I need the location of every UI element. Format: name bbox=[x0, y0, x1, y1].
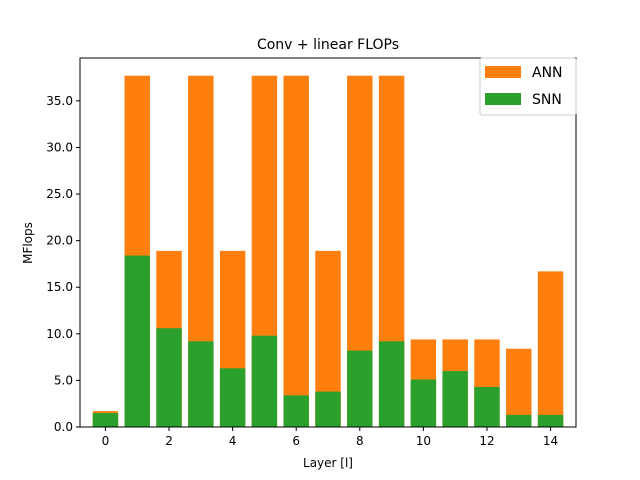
legend-label-snn: SNN bbox=[532, 92, 562, 108]
bar-ann-13 bbox=[506, 348, 532, 427]
legend-swatch-snn bbox=[485, 93, 521, 105]
bars bbox=[92, 75, 564, 428]
x-tick-label: 12 bbox=[479, 434, 494, 448]
bar-snn-5 bbox=[251, 335, 278, 427]
y-tick-label: 10.0 bbox=[46, 327, 73, 341]
y-tick-label: 35.0 bbox=[46, 94, 73, 108]
y-tick-label: 15.0 bbox=[46, 280, 73, 294]
x-tick-label: 4 bbox=[229, 434, 237, 448]
bar-snn-0 bbox=[92, 413, 119, 427]
bar-snn-4 bbox=[219, 368, 246, 427]
bar-snn-7 bbox=[315, 391, 341, 427]
y-axis-label: MFlops bbox=[21, 222, 35, 264]
bar-snn-11 bbox=[442, 371, 468, 427]
x-tick-label: 2 bbox=[165, 434, 173, 448]
x-axis-label: Layer [l] bbox=[303, 456, 353, 470]
bar-snn-2 bbox=[156, 328, 182, 427]
bar-snn-6 bbox=[283, 395, 309, 427]
chart-title: Conv + linear FLOPs bbox=[257, 37, 399, 53]
bar-ann-6 bbox=[283, 75, 309, 428]
bar-snn-13 bbox=[506, 414, 532, 427]
x-tick-label: 0 bbox=[102, 434, 110, 448]
legend-label-ann: ANN bbox=[532, 65, 563, 81]
bar-snn-1 bbox=[124, 255, 150, 427]
plot-frame bbox=[79, 57, 577, 428]
y-axis-ticks: 0.0 5.0 10.0 15.0 20.0 25.0 30.0 35.0 bbox=[46, 94, 80, 434]
bar-snn-14 bbox=[537, 414, 564, 427]
bar-snn-3 bbox=[188, 341, 214, 427]
bar-snn-12 bbox=[474, 386, 500, 427]
bar-ann-14 bbox=[537, 271, 564, 427]
x-axis-ticks: 0 2 4 6 8 10 12 14 bbox=[102, 427, 558, 448]
x-tick-label: 6 bbox=[292, 434, 300, 448]
legend-swatch-ann bbox=[485, 66, 521, 78]
bar-snn-9 bbox=[378, 341, 405, 427]
y-tick-label: 30.0 bbox=[46, 140, 73, 154]
y-tick-label: 5.0 bbox=[54, 373, 73, 387]
y-tick-label: 20.0 bbox=[46, 234, 73, 248]
x-tick-label: 10 bbox=[416, 434, 431, 448]
bar-snn-10 bbox=[410, 379, 437, 427]
x-tick-label: 8 bbox=[356, 434, 364, 448]
y-tick-label: 25.0 bbox=[46, 187, 73, 201]
x-tick-label: 14 bbox=[543, 434, 558, 448]
legend: ANN SNN bbox=[479, 57, 577, 116]
bar-snn-8 bbox=[347, 350, 373, 427]
y-tick-label: 0.0 bbox=[54, 420, 73, 434]
